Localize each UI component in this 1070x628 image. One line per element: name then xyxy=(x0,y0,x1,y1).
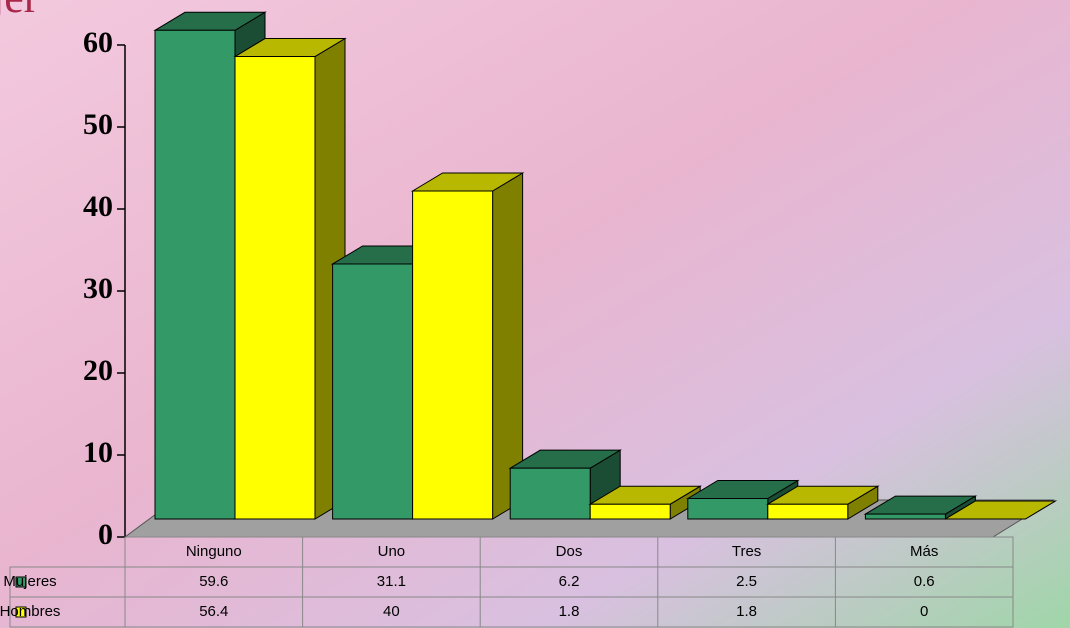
bar xyxy=(765,485,880,520)
bar xyxy=(410,172,525,520)
data-label: 31.1 xyxy=(377,573,406,590)
y-tick-label: 50 xyxy=(83,108,113,141)
bar xyxy=(943,500,1058,520)
x-tick-label: Tres xyxy=(732,543,761,560)
data-label: 6.2 xyxy=(559,573,580,590)
bar xyxy=(863,495,978,520)
bar-face xyxy=(332,263,414,520)
x-tick-label: Uno xyxy=(378,543,406,560)
legend-label: Mujeres xyxy=(3,573,56,590)
legend-label: Hombres xyxy=(0,603,60,620)
data-label: 1.8 xyxy=(559,603,580,620)
data-label: 59.6 xyxy=(199,573,228,590)
bar-face xyxy=(412,190,494,520)
y-tick-label: 30 xyxy=(83,272,113,305)
x-tick-label: Ninguno xyxy=(186,543,242,560)
x-tick-label: Más xyxy=(910,543,938,560)
bar-face xyxy=(154,29,236,520)
bar-face xyxy=(767,503,849,520)
legend-swatch xyxy=(15,606,27,618)
chart-title: jer xyxy=(0,0,39,22)
y-tick-label: 0 xyxy=(98,518,113,551)
data-label: 56.4 xyxy=(199,603,228,620)
bar-face xyxy=(589,503,671,520)
data-label: 0 xyxy=(920,603,928,620)
bar-face xyxy=(509,467,591,520)
bar xyxy=(233,37,347,520)
bar-face xyxy=(943,500,1058,520)
data-label: 40 xyxy=(383,603,400,620)
legend-swatch xyxy=(15,576,27,588)
data-label: 0.6 xyxy=(914,573,935,590)
bar-face xyxy=(234,56,316,520)
bar-face xyxy=(864,513,946,520)
x-tick-label: Dos xyxy=(556,543,583,560)
y-tick-label: 10 xyxy=(83,436,113,469)
y-tick-label: 40 xyxy=(83,190,113,223)
bar xyxy=(588,485,703,520)
data-label: 2.5 xyxy=(736,573,757,590)
y-tick-label: 60 xyxy=(83,26,113,59)
bar-face xyxy=(687,498,769,520)
y-tick-label: 20 xyxy=(83,354,113,387)
data-label: 1.8 xyxy=(736,603,757,620)
